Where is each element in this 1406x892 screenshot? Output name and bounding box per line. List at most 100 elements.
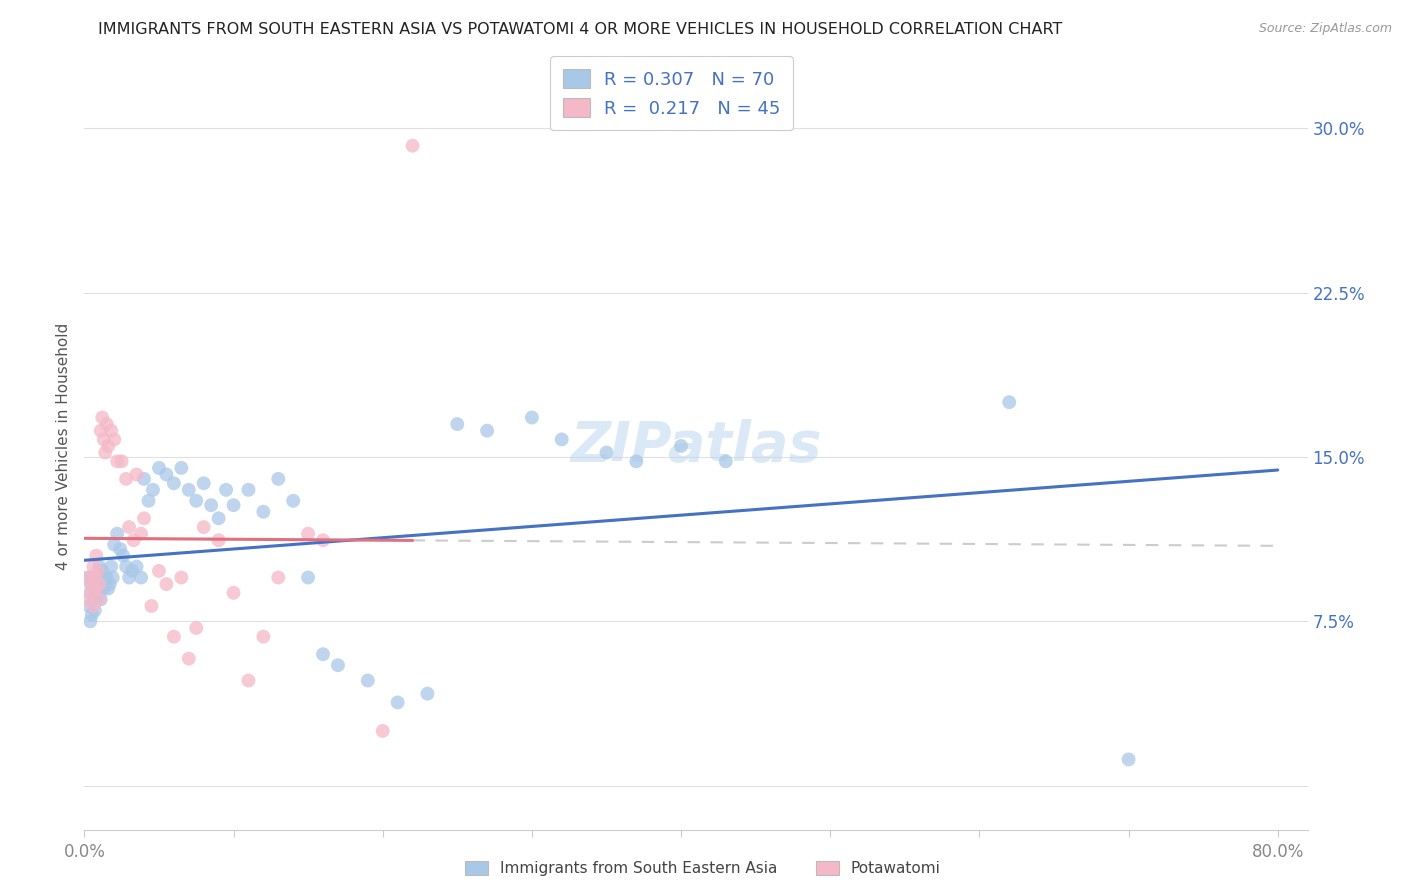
Point — [79, 586, 101, 600]
Point — [90, 424, 112, 438]
Point — [312, 533, 335, 548]
Point — [90, 570, 112, 584]
Point — [97, 582, 120, 596]
Point — [177, 651, 200, 665]
Point — [101, 570, 124, 584]
Point — [387, 695, 409, 709]
Point — [132, 472, 155, 486]
Point — [96, 570, 118, 584]
Point — [80, 577, 103, 591]
Point — [238, 483, 260, 497]
Point — [77, 599, 100, 613]
Point — [84, 577, 107, 591]
Point — [82, 599, 104, 613]
Point — [100, 559, 122, 574]
Point — [215, 483, 238, 497]
Y-axis label: 4 or more Vehicles in Household: 4 or more Vehicles in Household — [56, 322, 72, 570]
Point — [83, 603, 105, 617]
Point — [93, 582, 115, 596]
Point — [103, 538, 125, 552]
Point — [714, 454, 737, 468]
Point — [446, 417, 468, 431]
Point — [170, 570, 193, 584]
Point — [84, 549, 107, 563]
Point — [142, 483, 165, 497]
Point — [141, 599, 163, 613]
Point — [87, 570, 110, 584]
Point — [595, 445, 617, 459]
Point — [90, 592, 112, 607]
Point — [238, 673, 260, 688]
Point — [416, 687, 439, 701]
Point — [326, 658, 349, 673]
Point — [94, 570, 117, 584]
Point — [82, 559, 104, 574]
Point — [125, 559, 148, 574]
Point — [91, 564, 114, 578]
Point — [252, 505, 274, 519]
Point — [103, 433, 125, 447]
Point — [267, 570, 290, 584]
Point — [84, 582, 107, 596]
Point — [193, 476, 215, 491]
Legend: Immigrants from South Eastern Asia, Potawatomi: Immigrants from South Eastern Asia, Pota… — [458, 855, 948, 882]
Point — [87, 564, 110, 578]
Point — [252, 630, 274, 644]
Point — [200, 498, 222, 512]
Point — [122, 533, 145, 548]
Point — [148, 564, 170, 578]
Point — [118, 570, 141, 584]
Point — [105, 454, 128, 468]
Point — [108, 541, 131, 556]
Point — [193, 520, 215, 534]
Point — [84, 592, 107, 607]
Point — [115, 559, 138, 574]
Text: IMMIGRANTS FROM SOUTH EASTERN ASIA VS POTAWATOMI 4 OR MORE VEHICLES IN HOUSEHOLD: IMMIGRANTS FROM SOUTH EASTERN ASIA VS PO… — [98, 22, 1063, 37]
Point — [111, 454, 134, 468]
Point — [125, 467, 148, 482]
Point — [77, 570, 100, 584]
Point — [283, 493, 305, 508]
Text: Source: ZipAtlas.com: Source: ZipAtlas.com — [1258, 22, 1392, 36]
Point — [163, 476, 186, 491]
Point — [98, 577, 121, 591]
Point — [76, 592, 98, 607]
Point — [89, 577, 111, 591]
Point — [186, 621, 208, 635]
Point — [121, 564, 143, 578]
Point — [312, 647, 335, 661]
Point — [357, 673, 380, 688]
Point — [297, 570, 319, 584]
Point — [207, 533, 229, 548]
Point — [267, 472, 290, 486]
Point — [186, 493, 208, 508]
Point — [297, 526, 319, 541]
Point — [115, 472, 138, 486]
Point — [129, 570, 152, 584]
Point — [105, 526, 128, 541]
Point — [138, 493, 160, 508]
Point — [89, 582, 111, 596]
Point — [155, 577, 177, 591]
Point — [80, 607, 103, 622]
Point — [76, 570, 98, 584]
Point — [100, 424, 122, 438]
Point — [80, 586, 103, 600]
Point — [163, 630, 186, 644]
Point — [155, 467, 177, 482]
Point — [371, 723, 394, 738]
Point — [669, 439, 692, 453]
Point — [148, 461, 170, 475]
Point — [520, 410, 543, 425]
Text: ZIPatlas: ZIPatlas — [571, 419, 821, 473]
Point — [177, 483, 200, 497]
Point — [998, 395, 1021, 409]
Point — [626, 454, 648, 468]
Point — [83, 582, 105, 596]
Point — [132, 511, 155, 525]
Point — [87, 586, 110, 600]
Point — [91, 577, 114, 591]
Point — [96, 417, 118, 431]
Point — [118, 520, 141, 534]
Point — [83, 570, 105, 584]
